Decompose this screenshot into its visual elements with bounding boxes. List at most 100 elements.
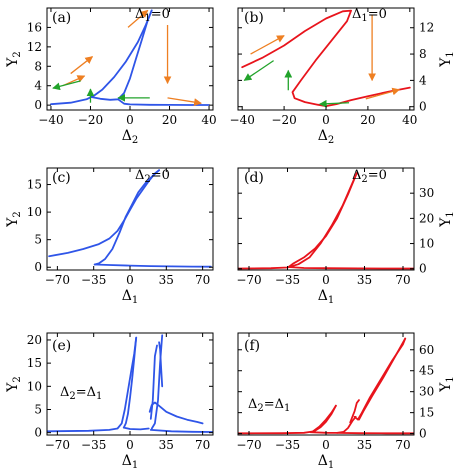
x-tick-label: −35 bbox=[275, 438, 300, 452]
y-tick-label: 10 bbox=[27, 379, 42, 393]
y-tick-label: 4 bbox=[419, 73, 427, 87]
x-tick-label: 0 bbox=[126, 438, 134, 452]
parameter-annotation: Δ1=0 bbox=[352, 7, 387, 24]
y-tick-label: 0 bbox=[419, 100, 427, 114]
direction-arrow bbox=[127, 9, 149, 28]
parameter-annotation: Δ2=Δ1 bbox=[248, 397, 290, 414]
y-tick-label: 0 bbox=[34, 98, 42, 112]
y-tick-label: 4 bbox=[34, 79, 42, 93]
x-axis-label: Δ2 bbox=[122, 128, 139, 146]
direction-arrow bbox=[167, 97, 202, 106]
y-tick-label: 8 bbox=[34, 59, 42, 73]
series-line bbox=[117, 98, 210, 106]
x-axis-label: Δ2 bbox=[318, 128, 335, 146]
plot-frame bbox=[46, 167, 214, 271]
x-axis-label: Δ1 bbox=[122, 453, 139, 471]
series-line bbox=[149, 429, 213, 433]
x-tick-label: 35 bbox=[357, 438, 372, 452]
series-line bbox=[150, 334, 164, 430]
x-tick-label: 35 bbox=[159, 438, 174, 452]
y-tick-label: 16 bbox=[27, 20, 42, 34]
series-line bbox=[50, 9, 153, 106]
x-tick-label: 0 bbox=[322, 273, 330, 287]
panel-label: (b) bbox=[244, 10, 264, 26]
x-tick-label: −70 bbox=[236, 273, 261, 287]
y-axis-label: Y2 bbox=[5, 376, 23, 393]
series-line bbox=[89, 9, 153, 101]
x-tick-label: −20 bbox=[271, 113, 296, 127]
x-tick-label: −35 bbox=[81, 438, 106, 452]
parameter-annotation: Δ1=0 bbox=[135, 7, 170, 24]
plot-frame bbox=[237, 7, 415, 111]
x-tick-label: 0 bbox=[322, 113, 330, 127]
x-tick-label: −70 bbox=[45, 438, 70, 452]
direction-arrow bbox=[70, 56, 94, 75]
x-tick-label: 20 bbox=[162, 113, 177, 127]
y-tick-label: 15 bbox=[27, 356, 42, 370]
x-tick-label: 35 bbox=[159, 273, 174, 287]
y-tick-label: 10 bbox=[27, 205, 42, 219]
y-tick-label: 20 bbox=[27, 333, 42, 347]
panel-label: (d) bbox=[244, 170, 264, 186]
y-tick-label: 45 bbox=[419, 364, 434, 378]
x-tick-label: −35 bbox=[275, 273, 300, 287]
direction-arrow bbox=[52, 80, 81, 91]
panel-c: −70 −35 0 35 70 0 5 10 15 Δ1 Y2 (c) Δ2=0 bbox=[5, 167, 214, 306]
direction-arrow bbox=[250, 35, 285, 55]
y-tick-label: 12 bbox=[419, 21, 434, 35]
x-tick-label: 70 bbox=[195, 273, 210, 287]
y-tick-label: 0 bbox=[419, 427, 427, 441]
x-tick-label: 0 bbox=[322, 438, 330, 452]
x-tick-label: 35 bbox=[357, 273, 372, 287]
panel-label: (a) bbox=[52, 10, 71, 26]
direction-arrow bbox=[243, 60, 274, 81]
series-line bbox=[238, 172, 358, 270]
series-line bbox=[309, 415, 357, 434]
x-tick-label: −40 bbox=[38, 113, 63, 127]
y-tick-label: 10 bbox=[419, 237, 434, 251]
series-line bbox=[287, 172, 358, 268]
series-line bbox=[93, 169, 160, 266]
plot-frame bbox=[237, 167, 415, 271]
x-axis-label: Δ1 bbox=[318, 453, 335, 471]
direction-arrow bbox=[318, 99, 350, 108]
direction-arrow bbox=[365, 87, 401, 100]
panel-label: (f) bbox=[244, 338, 260, 354]
y-axis-label: Y1 bbox=[438, 211, 456, 228]
y-tick-label: 0 bbox=[34, 260, 42, 274]
x-tick-label: 40 bbox=[402, 113, 417, 127]
y-tick-label: 30 bbox=[419, 186, 434, 200]
plot-frame bbox=[46, 7, 214, 111]
y-tick-label: 60 bbox=[419, 343, 434, 357]
y-tick-label: 5 bbox=[34, 233, 42, 247]
x-tick-label: 40 bbox=[201, 113, 216, 127]
y-axis-label: Y1 bbox=[438, 376, 456, 393]
panel-d: −70 −35 0 35 70 0 10 20 30 Δ1 Y1 (d) Δ2=0 bbox=[236, 167, 456, 306]
x-tick-label: −40 bbox=[230, 113, 255, 127]
y-tick-label: 8 bbox=[419, 47, 427, 61]
panel-a: −40 −20 0 20 40 0 4 8 12 16 Δ2 Y2 (a) Δ1=0 bbox=[5, 7, 217, 146]
y-tick-label: 0 bbox=[419, 262, 427, 276]
series-line bbox=[349, 399, 360, 424]
parameter-annotation: Δ2=0 bbox=[352, 168, 387, 185]
series-line bbox=[122, 336, 138, 429]
y-tick-label: 20 bbox=[419, 211, 434, 225]
panel-f: −70 −35 0 35 70 0 15 30 45 60 Δ1 Y1 (f) Δ2=Δ1 bbox=[236, 332, 456, 471]
series-line bbox=[358, 337, 407, 421]
panel-label: (c) bbox=[52, 170, 71, 186]
x-tick-label: 0 bbox=[126, 113, 134, 127]
x-tick-label: −20 bbox=[78, 113, 103, 127]
series-line bbox=[47, 336, 138, 433]
x-tick-label: −70 bbox=[236, 438, 261, 452]
y-tick-label: 5 bbox=[34, 403, 42, 417]
series-line bbox=[122, 426, 150, 431]
y-tick-label: 12 bbox=[27, 40, 42, 54]
series-line bbox=[309, 404, 337, 434]
panel-e: −70 −35 0 35 70 0 5 10 15 20 Δ1 Y2 (e) Δ2=Δ1 bbox=[5, 332, 214, 471]
parameter-annotation: Δ2=0 bbox=[135, 168, 170, 185]
y-tick-label: 30 bbox=[419, 385, 434, 399]
y-tick-label: 15 bbox=[419, 406, 434, 420]
x-tick-label: 70 bbox=[395, 438, 410, 452]
parameter-annotation: Δ2=Δ1 bbox=[60, 385, 102, 402]
y-tick-label: 0 bbox=[34, 426, 42, 440]
